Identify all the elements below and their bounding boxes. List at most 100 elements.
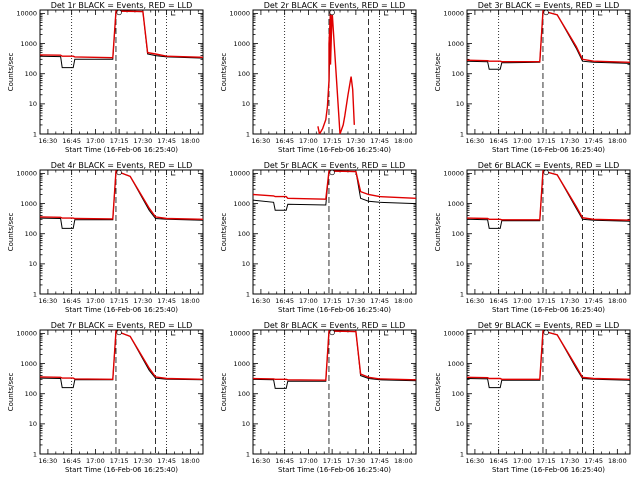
- y-tick-label: 10000: [16, 10, 37, 18]
- y-tick-label: 1: [460, 450, 464, 458]
- chart-panel-7: Det 7r BLACK = Events, RED = LLD 1 10 100 10…: [7, 321, 204, 474]
- chart-title: Det 6r BLACK = Events, RED = LLD: [478, 161, 620, 170]
- attenuator-bracket-marker: [383, 331, 389, 336]
- y-tick-label: 10000: [16, 170, 37, 178]
- attenuator-bracket-marker: [170, 331, 176, 336]
- series-line-lld: [253, 170, 416, 200]
- y-tick-label: 10000: [229, 170, 250, 178]
- x-axis-label: Start Time (16-Feb-06 16:25:40): [65, 146, 178, 154]
- y-axis-label: Counts/sec: [220, 53, 228, 92]
- attenuator-bracket-marker: [597, 171, 603, 176]
- x-tick-label: 16:45: [62, 297, 81, 305]
- y-tick-label: 100: [238, 230, 250, 238]
- y-tick-label: 100: [25, 70, 37, 78]
- x-tick-label: 16:30: [252, 457, 271, 465]
- x-tick-label: 16:30: [252, 137, 271, 145]
- y-tick-label: 1000: [233, 200, 250, 208]
- x-axis-label: Start Time (16-Feb-06 16:25:40): [492, 466, 605, 474]
- attenuator-circle-marker: [543, 9, 549, 16]
- y-tick-label: 100: [452, 70, 464, 78]
- chart-panel-4: Det 4r BLACK = Events, RED = LLD 1 10 100 10…: [7, 161, 204, 314]
- x-tick-label: 17:45: [584, 457, 603, 465]
- x-tick-label: 18:00: [608, 457, 627, 465]
- series-line-lld: [253, 330, 416, 381]
- y-axis-label: Counts/sec: [434, 213, 442, 252]
- y-tick-label: 1000: [233, 360, 250, 368]
- chart-title: Det 5r BLACK = Events, RED = LLD: [264, 161, 406, 170]
- x-tick-label: 18:00: [181, 457, 200, 465]
- x-tick-label: 16:30: [39, 297, 58, 305]
- plot-frame: [39, 329, 204, 455]
- x-tick-label: 17:00: [513, 137, 532, 145]
- x-tick-label: 17:15: [110, 457, 129, 465]
- x-tick-label: 16:30: [39, 457, 58, 465]
- y-tick-label: 10: [456, 260, 464, 268]
- y-tick-label: 100: [238, 390, 250, 398]
- x-axis-label: Start Time (16-Feb-06 16:25:40): [492, 146, 605, 154]
- y-axis-label: Counts/sec: [434, 373, 442, 412]
- series-line-lld: [467, 330, 630, 380]
- y-tick-label: 100: [452, 230, 464, 238]
- x-tick-label: 16:30: [466, 137, 485, 145]
- y-tick-label: 10: [29, 100, 37, 108]
- x-axis-label: Start Time (16-Feb-06 16:25:40): [278, 306, 391, 314]
- chart-panel-8: Det 8r BLACK = Events, RED = LLD 1 10 100 10…: [220, 321, 417, 474]
- chart-panel-2: Det 2r BLACK = Events, RED = LLD 1 10 100 10…: [220, 1, 417, 154]
- y-tick-label: 100: [25, 390, 37, 398]
- x-tick-label: 18:00: [394, 297, 413, 305]
- y-tick-label: 1000: [447, 360, 464, 368]
- y-tick-label: 1: [246, 130, 250, 138]
- series-line-lld: [467, 170, 630, 221]
- y-tick-label: 1000: [447, 200, 464, 208]
- y-tick-label: 10000: [229, 10, 250, 18]
- x-tick-label: 17:30: [560, 457, 579, 465]
- y-tick-label: 100: [238, 70, 250, 78]
- x-tick-label: 16:45: [275, 297, 294, 305]
- x-tick-label: 18:00: [181, 297, 200, 305]
- y-tick-label: 10: [456, 420, 464, 428]
- x-tick-label: 17:15: [537, 297, 556, 305]
- x-axis-label: Start Time (16-Feb-06 16:25:40): [278, 466, 391, 474]
- series-line-events: [40, 170, 203, 229]
- attenuator-bracket-marker: [597, 11, 603, 16]
- x-tick-label: 17:00: [299, 297, 318, 305]
- y-tick-label: 10: [29, 420, 37, 428]
- x-tick-label: 17:15: [110, 137, 129, 145]
- x-tick-label: 17:00: [299, 137, 318, 145]
- x-tick-label: 17:30: [346, 137, 365, 145]
- x-tick-label: 17:30: [133, 137, 152, 145]
- x-tick-label: 16:45: [275, 137, 294, 145]
- chart-title: Det 9r BLACK = Events, RED = LLD: [478, 321, 620, 330]
- chart-title: Det 7r BLACK = Events, RED = LLD: [51, 321, 193, 330]
- chart-title: Det 1r BLACK = Events, RED = LLD: [51, 1, 193, 10]
- y-tick-label: 1: [246, 450, 250, 458]
- x-tick-label: 16:45: [489, 297, 508, 305]
- y-tick-label: 1: [33, 130, 37, 138]
- x-tick-label: 16:30: [466, 457, 485, 465]
- x-tick-label: 18:00: [181, 137, 200, 145]
- x-tick-label: 17:00: [86, 137, 105, 145]
- y-axis-label: Counts/sec: [434, 53, 442, 92]
- x-tick-label: 17:00: [299, 457, 318, 465]
- x-tick-label: 17:15: [537, 457, 556, 465]
- y-tick-label: 1: [33, 450, 37, 458]
- x-tick-label: 17:15: [323, 457, 342, 465]
- y-tick-label: 100: [452, 390, 464, 398]
- plot-frame: [466, 329, 631, 455]
- y-tick-label: 10000: [443, 10, 464, 18]
- plot-frame: [252, 169, 417, 295]
- plot-frame: [252, 329, 417, 455]
- x-tick-label: 17:45: [584, 137, 603, 145]
- x-axis-label: Start Time (16-Feb-06 16:25:40): [278, 146, 391, 154]
- series-line-lld: [317, 10, 355, 134]
- x-tick-label: 17:00: [513, 457, 532, 465]
- y-axis-label: Counts/sec: [220, 213, 228, 252]
- x-tick-label: 17:00: [86, 297, 105, 305]
- x-axis-label: Start Time (16-Feb-06 16:25:40): [65, 306, 178, 314]
- attenuator-bracket-marker: [170, 171, 176, 176]
- y-axis-label: Counts/sec: [7, 213, 15, 252]
- y-tick-label: 10: [456, 100, 464, 108]
- x-tick-label: 16:45: [489, 457, 508, 465]
- x-tick-label: 17:30: [560, 137, 579, 145]
